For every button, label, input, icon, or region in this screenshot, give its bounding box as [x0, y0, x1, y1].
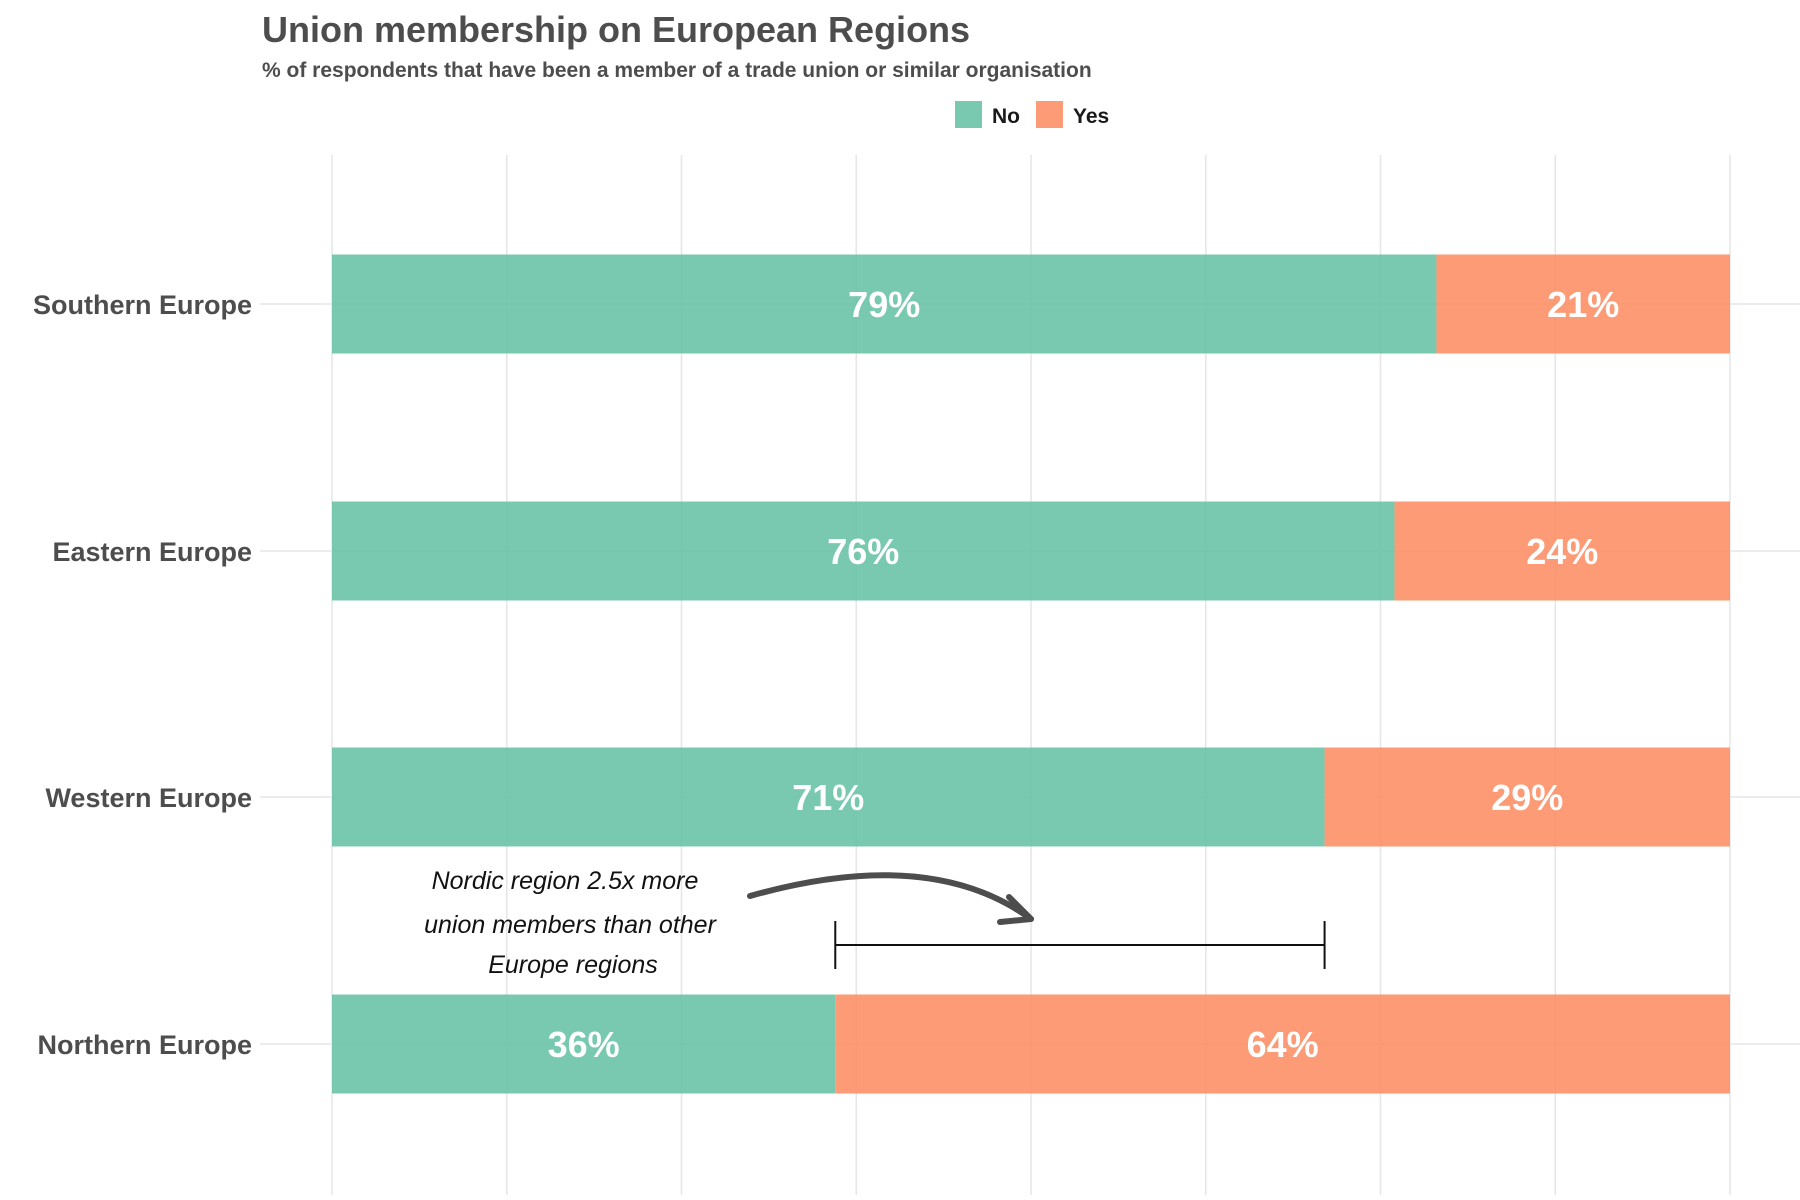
bar-value-label: 76% — [827, 531, 899, 572]
bar-yes — [835, 994, 1730, 1094]
annotation-bracket — [834, 921, 1326, 969]
annotation-line-1: Nordic region 2.5x more — [432, 867, 699, 895]
bar-value-label: 24% — [1526, 531, 1598, 572]
category-label: Northern Europe — [37, 1030, 252, 1060]
legend-key-no — [955, 101, 982, 128]
annotation-line-3: Europe regions — [488, 951, 658, 979]
bar-yes — [1436, 254, 1730, 354]
annotation-arrow — [747, 872, 1034, 922]
legend-label-no: No — [992, 105, 1020, 128]
bar-no — [332, 254, 1437, 354]
chart-subtitle: % of respondents that have been a member… — [262, 59, 1092, 82]
chart-title: Union membership on European Regions — [262, 9, 970, 50]
bar-yes — [1394, 501, 1730, 601]
annotation-arrow-head — [997, 894, 1034, 925]
annotation: Nordic region 2.5x more union members th… — [424, 867, 1326, 979]
bars — [332, 254, 1730, 1094]
legend: No Yes — [955, 101, 1109, 128]
category-label: Eastern Europe — [52, 537, 252, 567]
bar-no — [332, 747, 1325, 847]
bar-no — [332, 501, 1395, 601]
bar-value-label: 79% — [848, 284, 920, 325]
category-label: Southern Europe — [33, 290, 252, 320]
legend-key-yes — [1036, 101, 1063, 128]
bar-labels: 79% 21% 76% 24% 71% 29% 36% 64% — [548, 284, 1620, 1065]
bar-value-label: 64% — [1247, 1024, 1319, 1065]
bar-no — [332, 994, 836, 1094]
category-label: Western Europe — [45, 783, 252, 813]
bar-value-label: 21% — [1547, 284, 1619, 325]
bar-value-label: 29% — [1491, 777, 1563, 818]
bar-value-label: 71% — [792, 777, 864, 818]
annotation-line-2: union members than other — [424, 911, 718, 939]
bar-value-label: 36% — [548, 1024, 620, 1065]
legend-label-yes: Yes — [1073, 105, 1109, 128]
bar-yes — [1324, 747, 1730, 847]
category-labels: Southern Europe Eastern Europe Western Eur… — [33, 290, 252, 1060]
